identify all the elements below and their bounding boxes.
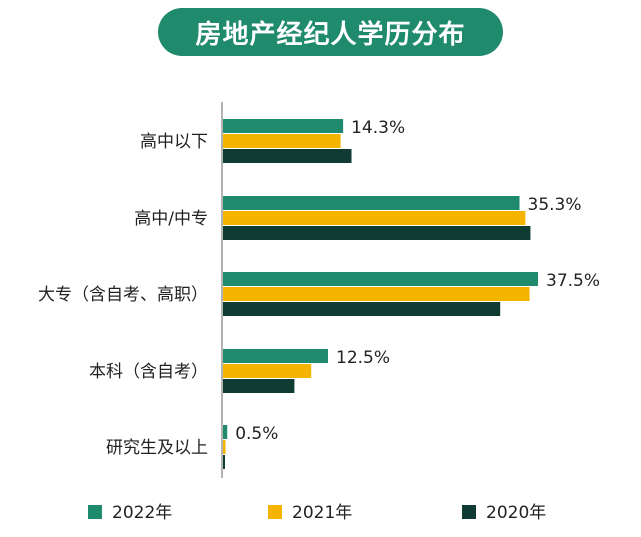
- value-label: 35.3%: [528, 195, 582, 215]
- bar-4-series-2: [223, 364, 312, 378]
- bar-4-series-1: [223, 349, 328, 363]
- bar-3-series-3: [223, 302, 501, 316]
- value-label: 12.5%: [336, 348, 390, 368]
- category-label: 大专（含自考、高职）: [38, 285, 208, 305]
- bar-5-series-1: [223, 425, 228, 439]
- bar-3-series-1: [223, 272, 538, 286]
- legend-label: 2021年: [292, 503, 352, 523]
- category-label: 本科（含自考）: [89, 362, 208, 382]
- labels-group: 高中以下 14.3% 高中/中专 35.3% 大专（含自考、高职） 37.5% 本科（含自考…: [38, 118, 600, 458]
- legend-swatch: [88, 505, 102, 519]
- category-label: 高中/中专: [134, 209, 208, 229]
- legend-swatch: [268, 505, 282, 519]
- bar-1-series-1: [223, 119, 344, 133]
- bar-2-series-1: [223, 196, 520, 210]
- value-label: 37.5%: [546, 271, 600, 291]
- value-label: 14.3%: [351, 118, 405, 138]
- legend: 2022年 2021年 2020年: [88, 503, 546, 523]
- category-label: 研究生及以上: [106, 438, 208, 458]
- value-label: 0.5%: [235, 424, 278, 444]
- chart-title: 房地产经纪人学历分布: [158, 8, 503, 56]
- bar-3-series-2: [223, 287, 530, 301]
- legend-label: 2020年: [486, 503, 546, 523]
- bars-group: [223, 119, 538, 469]
- bar-2-series-3: [223, 226, 531, 240]
- bar-5-series-2: [223, 440, 226, 454]
- legend-swatch: [462, 505, 476, 519]
- bar-4-series-3: [223, 379, 295, 393]
- legend-label: 2022年: [112, 503, 172, 523]
- bar-5-series-3: [223, 455, 225, 469]
- bar-2-series-2: [223, 211, 526, 225]
- bar-1-series-2: [223, 134, 341, 148]
- bar-1-series-3: [223, 149, 352, 163]
- category-label: 高中以下: [140, 132, 208, 152]
